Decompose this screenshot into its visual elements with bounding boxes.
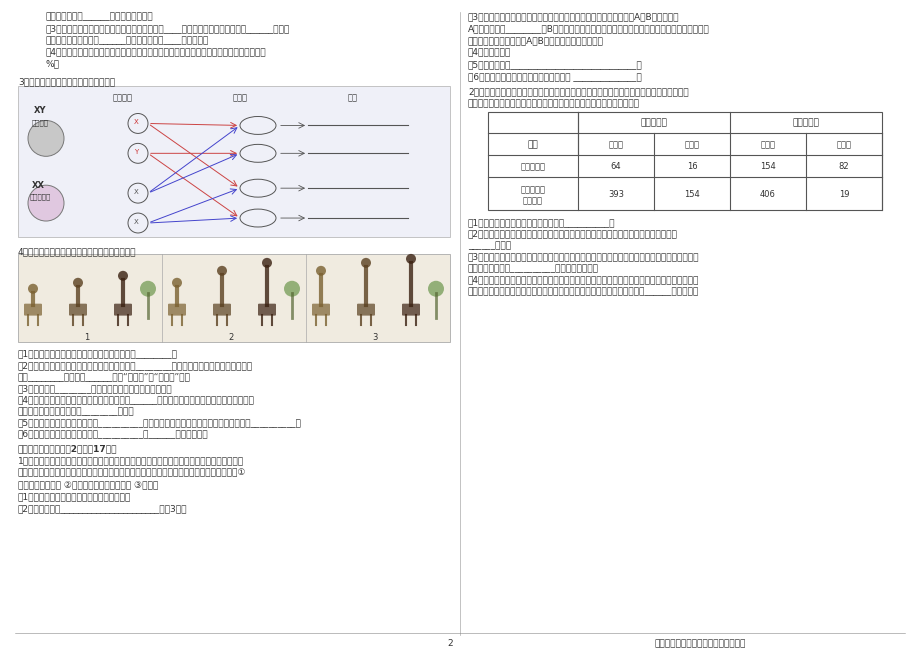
Text: （5）得出结论：____________________________。: （5）得出结论：____________________________。	[468, 60, 642, 69]
Text: 393: 393	[607, 190, 623, 199]
Text: 连续几天进行观察、记录A、B两碗中猪肉的变化情况。: 连续几天进行观察、记录A、B两碗中猪肉的变化情况。	[468, 36, 603, 45]
Text: 16: 16	[686, 162, 697, 172]
Text: 深色桦尺蚃: 深色桦尺蚃	[791, 118, 819, 127]
FancyBboxPatch shape	[312, 304, 330, 316]
Text: 性染色体来说，男性有______种精子，女性有____种卵细胞。: 性染色体来说，男性有______种精子，女性有____种卵细胞。	[46, 36, 209, 45]
Circle shape	[405, 254, 415, 264]
FancyBboxPatch shape	[168, 304, 186, 316]
Circle shape	[140, 281, 156, 296]
Text: 生殖细胞: 生殖细胞	[113, 94, 133, 103]
Text: （1）桦尺蚃的体色差异在遗传学上叫做__________。: （1）桦尺蚃的体色差异在遗传学上叫做__________。	[468, 218, 615, 227]
Circle shape	[118, 271, 128, 281]
Text: （5）自然界中的生物通过激烈的__________，适应者生存下来，不适应者被淘汰，这就是__________。: （5）自然界中的生物通过激烈的__________，适应者生存下来，不适应者被淘…	[18, 418, 301, 427]
Text: 82: 82	[838, 162, 848, 172]
Text: 存和淘汰过程中，食物起了________作用。: 存和淘汰过程中，食物起了________作用。	[18, 407, 134, 416]
Text: 64: 64	[610, 162, 620, 172]
Circle shape	[172, 278, 182, 288]
Text: %。: %。	[46, 60, 60, 69]
Text: 浅色桦尺蚃数量会__________。（增加或减少）: 浅色桦尺蚃数量会__________。（增加或减少）	[468, 264, 598, 273]
Text: 体组成，右图为______性的染色体组成。: 体组成，右图为______性的染色体组成。	[46, 12, 153, 21]
Text: 非工业区: 非工业区	[522, 196, 542, 205]
Circle shape	[217, 266, 227, 276]
Text: 释放数: 释放数	[607, 140, 623, 150]
Text: （4）从长颈鹿的进化过程看，颈长的变异是由______改变而引起的，在决定这一变异的个体生: （4）从长颈鹿的进化过程看，颈长的变异是由______改变而引起的，在决定这一变…	[18, 395, 255, 404]
FancyBboxPatch shape	[69, 304, 87, 316]
Text: XX: XX	[32, 181, 45, 190]
Text: 回收数: 回收数	[835, 140, 851, 150]
Circle shape	[427, 281, 444, 296]
Circle shape	[28, 120, 64, 156]
Circle shape	[360, 258, 370, 268]
Circle shape	[28, 185, 64, 221]
Bar	[487, 112, 881, 210]
Circle shape	[284, 281, 300, 296]
Text: （3）在男性的精子和女性的卵细胞中，应该各有____条染色体？其中性染色体有______条，就: （3）在男性的精子和女性的卵细胞中，应该各有____条染色体？其中性染色体有__…	[46, 24, 289, 33]
Text: ______发育。: ______发育。	[468, 241, 511, 250]
Text: （2）作出假设：______________________，（3分）: （2）作出假设：______________________，（3分）	[18, 504, 187, 513]
Text: 四、实验探究题（每穲2分，八17分）: 四、实验探究题（每穲2分，八17分）	[18, 444, 118, 453]
Text: 1: 1	[85, 333, 89, 341]
Text: X: X	[134, 189, 139, 195]
Circle shape	[315, 266, 325, 276]
Text: 产生精子: 产生精子	[32, 120, 49, 126]
Text: 2: 2	[228, 333, 233, 341]
Text: 2、有人做了如下实验：将深色桦尺蚃和浅色桦尺蚃分别进行标记，然后放养于工业污染区。: 2、有人做了如下实验：将深色桦尺蚃和浅色桦尺蚃分别进行标记，然后放养于工业污染区…	[468, 88, 688, 97]
Text: 两个相同的玻璃碗 ②两块大小相同的新鲜猪肉 ③纱布）: 两个相同的玻璃碗 ②两块大小相同的新鲜猪肉 ③纱布）	[18, 480, 158, 489]
Text: 3: 3	[372, 333, 378, 341]
Text: （6）请指出以上实验成功的关键是设置了 ______________。: （6）请指出以上实验成功的关键是设置了 ______________。	[468, 72, 641, 81]
Text: 154: 154	[759, 162, 775, 172]
Text: 释放数: 释放数	[760, 140, 775, 150]
Text: 虽然有效，但往往会伤及其他昆虫和以这些昆虫为食的鸟类，这不利于保护______的多样性。: 虽然有效，但往往会伤及其他昆虫和以这些昆虫为食的鸟类，这不利于保护______的…	[468, 287, 698, 296]
Text: X: X	[134, 219, 139, 225]
FancyBboxPatch shape	[357, 304, 375, 316]
Text: 4、如图是长颈鹿的进化过程示意图，请据图回答: 4、如图是长颈鹿的进化过程示意图，请据图回答	[18, 247, 136, 256]
FancyBboxPatch shape	[257, 304, 276, 316]
Text: （4）若甲、乙是一对夫妇，第一胎生的是女孩，假如他们再生第二胎，生男孩的可能性约为: （4）若甲、乙是一对夫妇，第一胎生的是女孩，假如他们再生第二胎，生男孩的可能性约…	[46, 48, 267, 57]
Text: （3）如果严厉禁止污染，工厂的排烟量大大减少，请你预测，桦尺蚃的类型将产生怎样的变化？: （3）如果严厉禁止污染，工厂的排烟量大大减少，请你预测，桦尺蚃的类型将产生怎样的…	[468, 252, 698, 261]
Text: （2）图二说明地球环境变得干旱、缺乏青草时，________的个体容易获得食物而生存下来，: （2）图二说明地球环境变得干旱、缺乏青草时，________的个体容易获得食物而…	[18, 361, 253, 370]
Text: Y: Y	[134, 150, 138, 155]
Text: （3）图三说明________的个体能生存下来，并繁殖后代。: （3）图三说明________的个体能生存下来，并繁殖后代。	[18, 384, 173, 393]
Text: 八年级下册生物期中考试试卷参考答案: 八年级下册生物期中考试试卷参考答案	[653, 639, 745, 648]
Circle shape	[73, 278, 83, 288]
Text: 受精卵: 受精卵	[233, 94, 248, 103]
Text: XY: XY	[34, 105, 47, 114]
Text: 的呢？」，请你根据以下材料设计一个探究实验，帮助张宁同学解开这个疑团。（实验材料：①: 的呢？」，请你根据以下材料设计一个探究实验，帮助张宁同学解开这个疑团。（实验材料…	[18, 468, 246, 477]
Text: 19: 19	[838, 190, 848, 199]
Text: 154: 154	[684, 190, 699, 199]
Text: X: X	[134, 120, 139, 125]
FancyBboxPatch shape	[213, 304, 231, 316]
Text: 1、张宁同学有天观察到一块腐烂的肉上有一些蛆（苍蝇幼虫），他产生了疑问「蛆是从哪儿来: 1、张宁同学有天观察到一块腐烂的肉上有一些蛆（苍蝇幼虫），他产生了疑问「蛆是从哪…	[18, 456, 244, 465]
FancyBboxPatch shape	[18, 254, 449, 341]
FancyBboxPatch shape	[114, 304, 131, 316]
Text: （4）实施计划。: （4）实施计划。	[468, 48, 511, 57]
Text: 可见________的变异是______（填“有利的”或“不利的”）。: 可见________的变异是______（填“有利的”或“不利的”）。	[18, 372, 190, 382]
Text: （1）图一说明古代长颈鹿祖先的个体之间存在着________。: （1）图一说明古代长颈鹿祖先的个体之间存在着________。	[18, 350, 177, 358]
Text: 工业污染区: 工业污染区	[520, 162, 545, 172]
Text: （2）桦尺蚃的个体发育要经过卵、幼虫、蛹、成虫四个阶段，我们把这种发育过程叫做: （2）桦尺蚃的个体发育要经过卵、幼虫、蛹、成虫四个阶段，我们把这种发育过程叫做	[468, 229, 677, 239]
Text: 回收数: 回收数	[684, 140, 698, 150]
FancyBboxPatch shape	[18, 86, 449, 237]
Text: A碗碗口覆盖有________，B碗碗口敬开（对照实验），然后将两碗置于相同环境（有苍蝇）。: A碗碗口覆盖有________，B碗碗口敬开（对照实验），然后将两碗置于相同环境…	[468, 24, 709, 33]
Text: 406: 406	[759, 190, 775, 199]
Text: （1）提出问题：腐烂肉上的蛆是从哪儿来的？: （1）提出问题：腐烂肉上的蛆是从哪儿来的？	[18, 492, 131, 501]
Text: 3、试将下面性别遗传的图解填写完整。: 3、试将下面性别遗传的图解填写完整。	[18, 77, 115, 86]
Circle shape	[28, 284, 38, 294]
Text: 地区: 地区	[528, 140, 538, 150]
Text: 产生卵细胞: 产生卵细胞	[30, 193, 51, 200]
Text: 经过一段时间后，将所释放的尺蚃尽量回收，统计其数目，结果如下表。: 经过一段时间后，将所释放的尺蚃尽量回收，统计其数目，结果如下表。	[468, 99, 640, 109]
Text: 没有污染的: 没有污染的	[520, 185, 545, 194]
FancyBboxPatch shape	[24, 304, 42, 316]
Circle shape	[262, 258, 272, 268]
Text: （3）制定实验计划：将两块大小相同的猪肉分别放在两个同样大小的A、B玻璃碗中，: （3）制定实验计划：将两块大小相同的猪肉分别放在两个同样大小的A、B玻璃碗中，	[468, 12, 679, 21]
FancyBboxPatch shape	[402, 304, 420, 316]
Text: （4）桦尺蚃的幼虫对桦树的危害很大，但目前对它的防治仍然是以喷洒药剂毒杀为主，这种方法: （4）桦尺蚃的幼虫对桦树的危害很大，但目前对它的防治仍然是以喷洒药剂毒杀为主，这…	[468, 276, 698, 284]
Text: 性别: 性别	[347, 94, 357, 103]
Text: 浅色桦尺蚃: 浅色桦尺蚃	[640, 118, 666, 127]
Text: （6）现代的长颈鹿是通过长期的__________和______逐渐形成的。: （6）现代的长颈鹿是通过长期的__________和______逐渐形成的。	[18, 430, 209, 439]
Text: 2: 2	[447, 639, 452, 648]
